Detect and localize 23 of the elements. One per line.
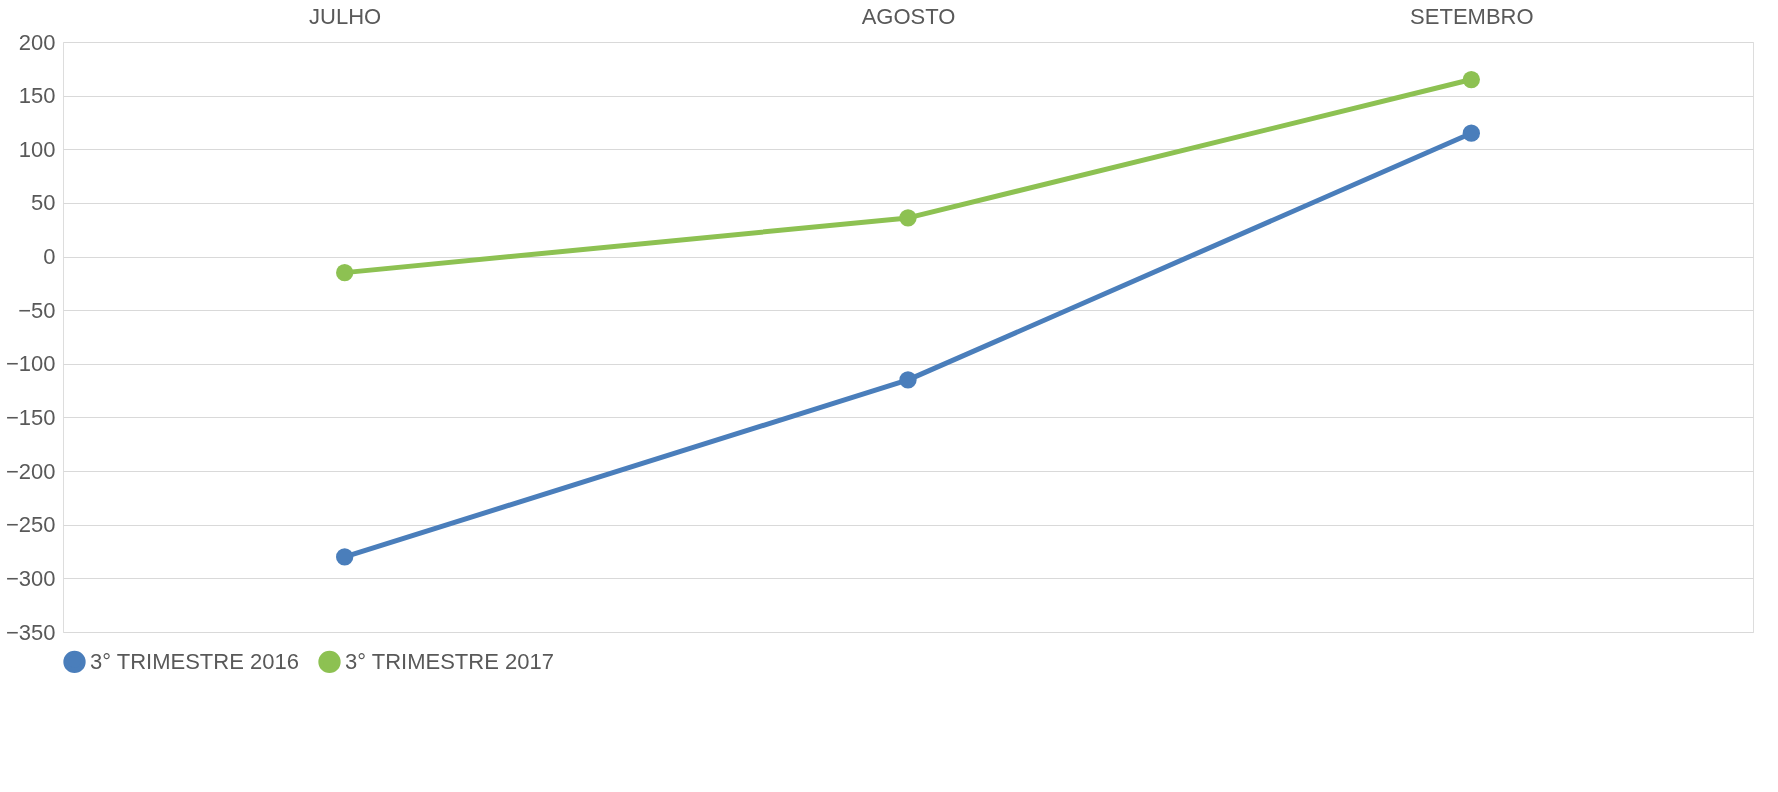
y-tick-label: 100 <box>18 136 56 162</box>
y-tick-label: 50 <box>31 190 56 216</box>
y-tick-label: −150 <box>5 404 56 430</box>
y-tick-label: 150 <box>18 83 56 109</box>
point <box>899 371 917 389</box>
y-tick-label: −100 <box>5 351 56 377</box>
x-tick-label: SETEMBRO <box>1410 3 1534 29</box>
point <box>1462 124 1480 142</box>
y-tick-label: −300 <box>5 565 56 591</box>
x-tick-label: JULHO <box>309 3 382 29</box>
y-tick-label: −50 <box>18 297 56 323</box>
y-tick-label: −250 <box>5 512 56 538</box>
y-tick-label: 0 <box>43 244 56 270</box>
y-tick-label: 200 <box>18 29 56 55</box>
point <box>899 209 917 227</box>
point <box>336 548 354 566</box>
x-tick-label: AGOSTO <box>861 3 956 29</box>
y-tick-label: −350 <box>5 619 56 645</box>
legend-label: 3° TRIMESTRE 2017 <box>345 648 554 674</box>
point <box>336 263 354 282</box>
point <box>1462 70 1480 89</box>
legend-label: 3° TRIMESTRE 2016 <box>90 648 299 674</box>
y-tick-label: −200 <box>5 458 56 484</box>
